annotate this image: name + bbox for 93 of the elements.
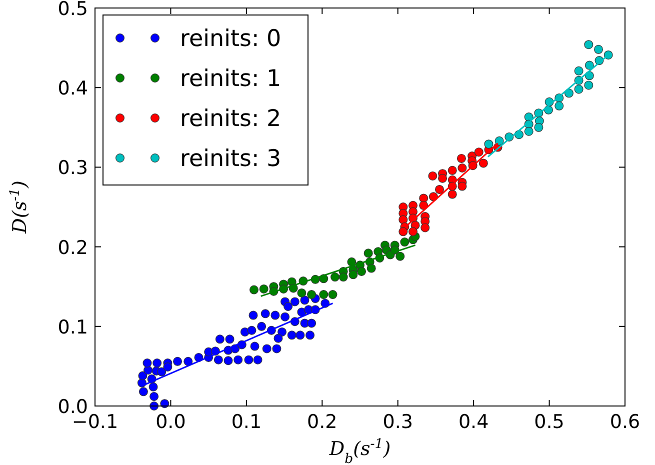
legend-label: reinits: 0: [180, 26, 282, 52]
point: [307, 318, 316, 328]
point: [215, 334, 224, 344]
point: [234, 355, 243, 364]
y-tick-label: 0.2: [58, 236, 88, 259]
point: [398, 227, 408, 236]
point: [173, 356, 182, 366]
point: [458, 182, 467, 191]
x-axis-title: D$_{b}$(s$^{-1}$): [328, 436, 391, 465]
point: [250, 342, 260, 351]
x-tick-label: 0.3: [382, 411, 413, 433]
point: [474, 148, 484, 157]
point: [138, 387, 148, 396]
point: [157, 367, 166, 376]
y-tick-label: 0.0: [58, 396, 88, 418]
point: [278, 327, 287, 336]
point: [554, 101, 564, 110]
point: [594, 44, 603, 54]
x-tick-label: 0.6: [610, 411, 640, 433]
point: [328, 290, 338, 300]
point: [244, 355, 254, 364]
point: [448, 166, 457, 175]
x-tick-label: 0.2: [307, 411, 338, 433]
point: [259, 284, 268, 294]
point: [319, 290, 328, 300]
point: [270, 310, 280, 320]
point: [307, 290, 316, 300]
legend-label: reinits: 2: [180, 106, 282, 132]
point: [357, 266, 366, 276]
point: [478, 158, 488, 168]
point: [584, 60, 594, 70]
point: [306, 330, 315, 340]
point: [347, 257, 356, 266]
x-tick-label: 0.5: [534, 411, 564, 433]
point: [300, 296, 310, 305]
point: [163, 362, 172, 372]
point: [253, 355, 262, 364]
point: [152, 358, 162, 368]
point: [280, 312, 290, 322]
point: [274, 334, 283, 343]
point: [456, 154, 466, 163]
x-tick-label: 0.1: [231, 411, 262, 433]
point: [458, 163, 467, 172]
point: [284, 302, 293, 311]
point: [150, 392, 159, 401]
point: [247, 326, 256, 335]
point: [225, 334, 234, 344]
point: [297, 288, 306, 298]
point: [330, 272, 340, 282]
point: [262, 344, 272, 354]
y-tick-label: 0.5: [58, 0, 88, 20]
y-tick-label: 0.3: [58, 157, 88, 180]
point: [584, 40, 594, 50]
point: [428, 171, 438, 180]
point: [290, 297, 300, 306]
point: [524, 126, 534, 136]
point: [484, 140, 494, 149]
point: [574, 66, 584, 76]
point: [257, 322, 266, 331]
point: [448, 190, 457, 199]
point: [400, 238, 410, 247]
legend-label: reinits: 1: [180, 66, 282, 92]
point: [296, 330, 305, 340]
point: [364, 248, 373, 258]
point: [250, 285, 258, 294]
point: [348, 270, 358, 280]
point: [184, 356, 193, 366]
y-tick-label: 0.4: [58, 78, 88, 100]
point: [534, 122, 544, 132]
y-tick-label: 0.1: [58, 316, 88, 338]
point: [420, 223, 430, 232]
point: [408, 227, 418, 236]
point: [398, 215, 408, 224]
point: [142, 358, 152, 368]
point: [248, 310, 258, 320]
point: [272, 344, 282, 354]
point: [494, 136, 504, 146]
point: [224, 356, 233, 366]
point: [148, 382, 158, 392]
point: [438, 174, 448, 183]
point: [138, 371, 148, 380]
x-tick-label: 0.0: [156, 411, 186, 433]
point: [435, 184, 444, 194]
point: [214, 355, 223, 364]
point: [338, 272, 348, 282]
point: [260, 309, 270, 318]
x-tick-label: 0.4: [458, 411, 489, 433]
point: [366, 264, 376, 273]
point: [287, 330, 296, 340]
legend-label: reinits: 3: [180, 146, 282, 172]
point: [396, 252, 405, 261]
point: [574, 84, 584, 94]
point: [584, 80, 594, 90]
